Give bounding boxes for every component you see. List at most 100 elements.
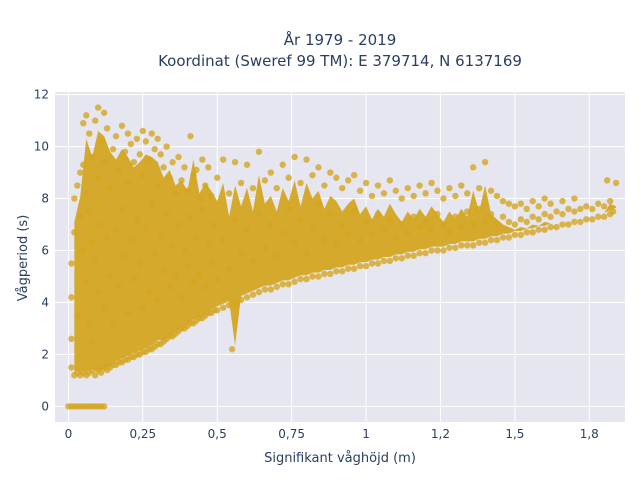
scatter-point <box>181 164 188 171</box>
scatter-point <box>452 213 459 220</box>
x-axis-title: Signifikant våghöjd (m) <box>264 451 416 466</box>
scatter-point <box>249 257 257 265</box>
scatter-point <box>106 273 114 280</box>
y-tick-label: 4 <box>41 295 49 309</box>
scatter-point <box>410 213 417 220</box>
scatter-point <box>344 177 352 184</box>
scatter-point <box>416 223 423 231</box>
scatter-point <box>80 247 87 254</box>
scatter-point <box>142 138 149 145</box>
scatter-point <box>600 203 608 210</box>
scatter-point <box>386 216 394 223</box>
scatter-point <box>315 200 322 207</box>
scatter-point <box>255 288 263 296</box>
scatter-point <box>392 234 400 241</box>
scatter-point <box>612 179 620 187</box>
scatter-point <box>261 286 269 293</box>
scatter-point <box>493 221 501 228</box>
scatter-point <box>475 205 483 213</box>
scatter-point <box>565 221 572 228</box>
scatter-point <box>267 221 274 228</box>
scatter-point <box>446 244 453 252</box>
scatter-point <box>273 184 280 192</box>
scatter-point <box>577 218 584 226</box>
scatter-point <box>523 205 530 213</box>
scatter-point <box>368 260 376 267</box>
scatter-point <box>333 268 340 275</box>
scatter-point <box>86 130 93 137</box>
scatter-point <box>77 213 84 220</box>
scatter-point <box>160 268 167 275</box>
scatter-point <box>133 135 141 142</box>
scatter-point <box>208 192 215 200</box>
scatter-point <box>91 117 99 124</box>
scatter-point <box>151 249 158 257</box>
x-tick-label: 0 <box>65 427 73 441</box>
scatter-point <box>214 275 221 283</box>
scatter-point <box>157 151 164 158</box>
scatter-point <box>559 210 566 218</box>
scatter-point <box>362 179 370 187</box>
scatter-point <box>398 255 405 262</box>
scatter-point <box>344 265 352 272</box>
scatter-point <box>68 335 75 343</box>
scatter-point <box>97 221 105 228</box>
scatter-point <box>83 190 90 197</box>
scatter-point <box>499 234 507 241</box>
scatter-point <box>464 242 471 249</box>
scatter-point <box>487 210 495 218</box>
scatter-point <box>89 239 96 246</box>
scatter-point <box>529 213 536 220</box>
scatter-point <box>422 249 429 257</box>
scatter-point <box>91 257 99 265</box>
scatter-point <box>571 208 578 215</box>
scatter-point <box>609 208 617 215</box>
scatter-point <box>237 296 245 304</box>
scatter-point <box>145 288 152 296</box>
y-axis-title: Vågperiod (s) <box>16 215 31 302</box>
scatter-point <box>205 242 212 249</box>
scatter-point <box>166 174 173 181</box>
scatter-point <box>505 218 513 226</box>
scatter-point <box>315 164 322 171</box>
scatter-point <box>589 216 596 223</box>
scatter-point <box>121 148 129 155</box>
scatter-point <box>231 158 239 166</box>
scatter-point <box>106 184 114 192</box>
scatter-point <box>583 203 590 210</box>
y-tick-label: 10 <box>34 140 49 154</box>
scatter-point <box>517 200 525 207</box>
scatter-point <box>279 281 286 288</box>
scatter-point <box>136 151 144 158</box>
scatter-point <box>315 273 322 280</box>
scatter-point <box>279 229 286 236</box>
scatter-point <box>169 158 176 166</box>
scatter-point <box>231 299 239 306</box>
scatter-point <box>350 265 358 272</box>
scatter-point <box>380 257 388 265</box>
scatter-point <box>193 234 200 241</box>
scatter-point <box>541 226 548 233</box>
x-tick-labels: 0 0,25 0,5 0,75 1 1,2 1,5 1,8 <box>65 427 599 441</box>
scatter-point <box>547 213 554 220</box>
scatter-point <box>202 182 209 189</box>
scatter-point <box>487 236 495 244</box>
scatter-point <box>404 184 411 192</box>
scatter-point <box>219 236 227 244</box>
scatter-point <box>475 239 483 246</box>
scatter-point <box>475 184 483 192</box>
scatter-point <box>595 200 602 207</box>
scatter-point <box>577 205 584 213</box>
scatter-point <box>297 275 304 283</box>
scatter-point <box>392 255 400 262</box>
scatter-point <box>130 275 138 283</box>
scatter-point <box>74 182 81 189</box>
scatter-point <box>148 130 155 137</box>
scatter-point <box>291 153 298 161</box>
scatter-point <box>416 249 423 257</box>
scatter-point <box>255 148 263 155</box>
scatter-point <box>469 164 477 171</box>
scatter-point <box>362 218 370 226</box>
scatter-point <box>237 249 245 257</box>
